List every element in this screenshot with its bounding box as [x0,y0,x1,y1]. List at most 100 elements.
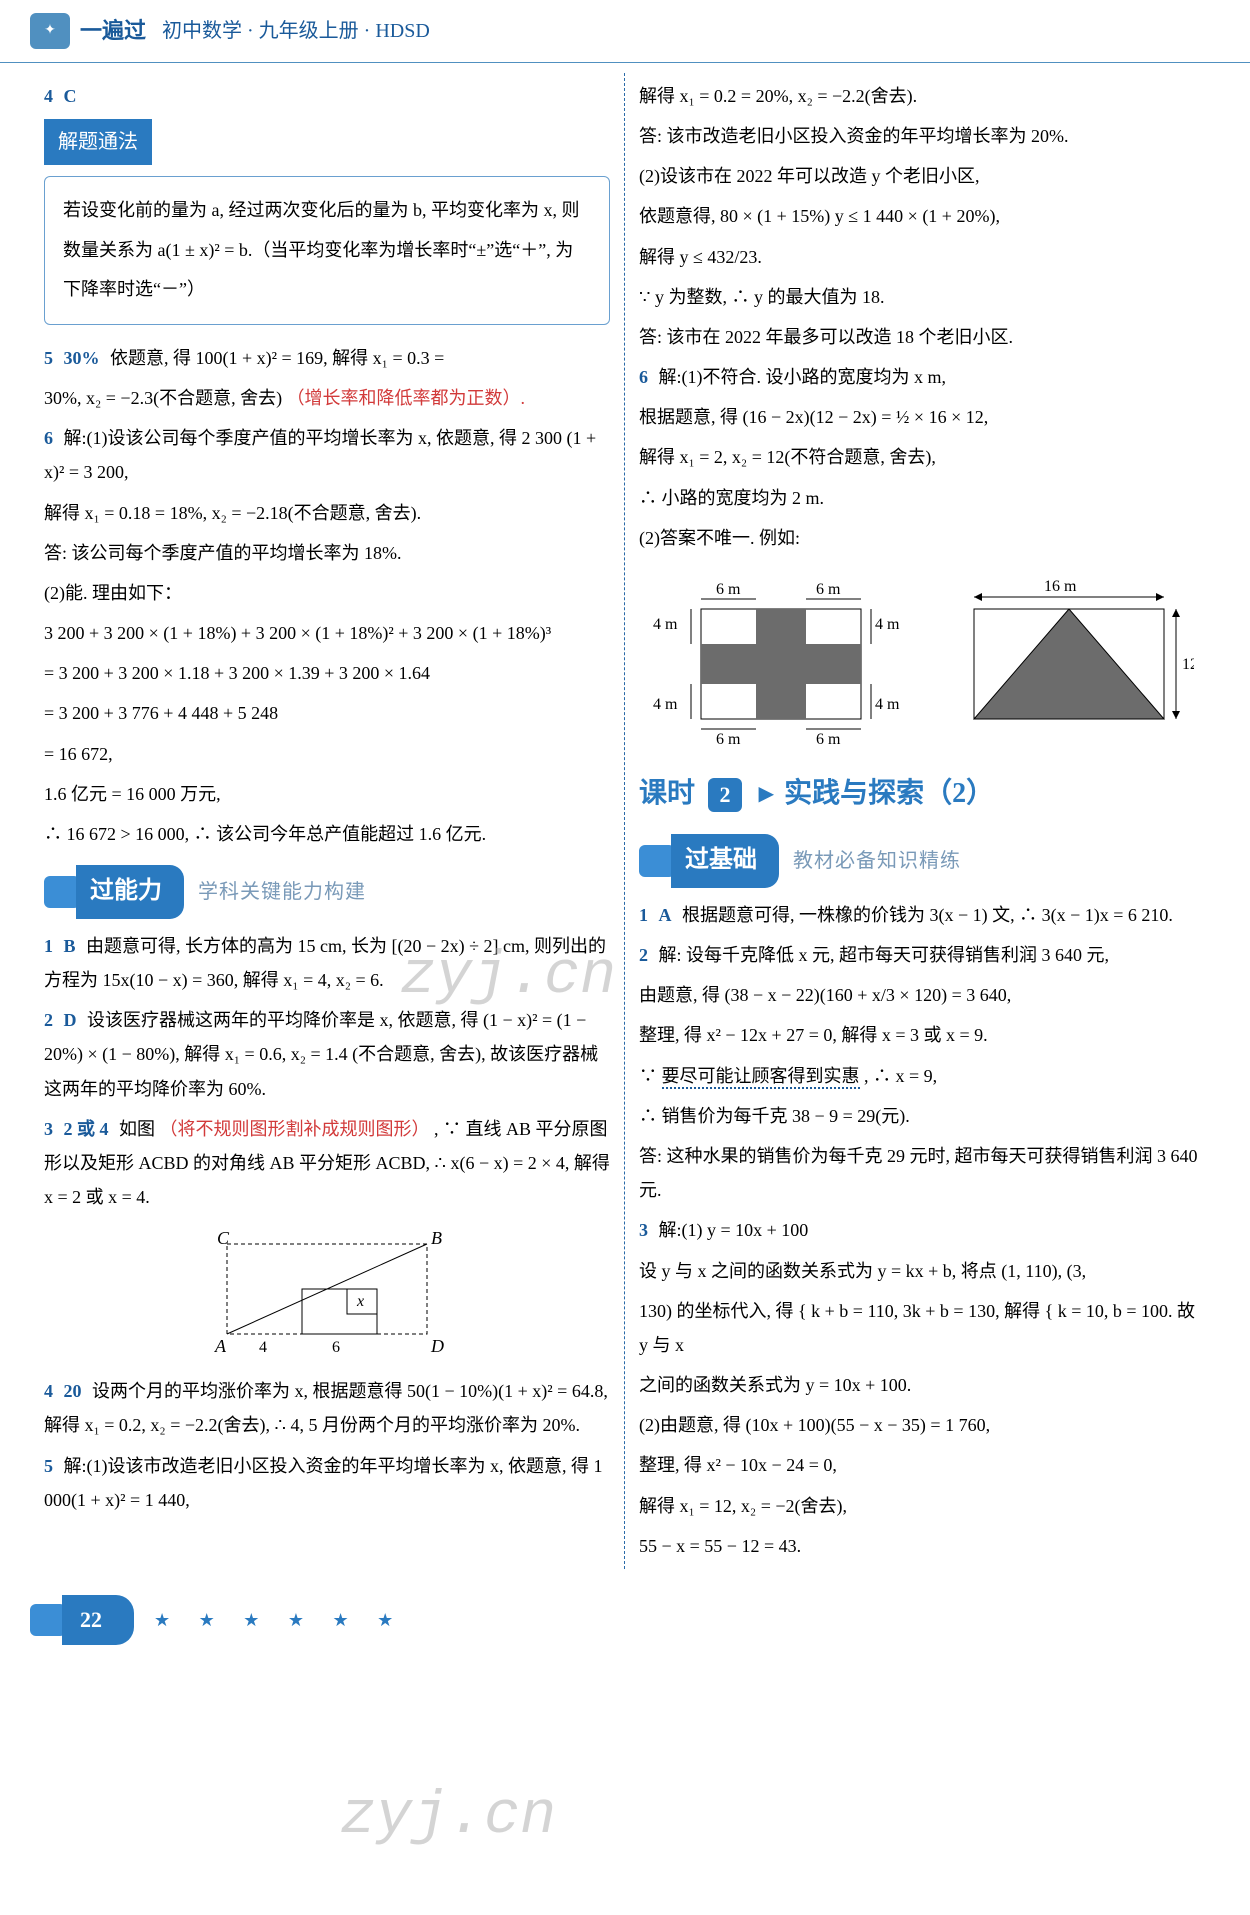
b3-l3a: 130) 的坐标代入, 得 [639,1301,794,1321]
b1-number: 1 [639,905,648,925]
q6-l4: (2)能. 理由如下： [44,576,610,610]
basic-sub: 教材必备知识精练 [793,842,961,880]
b2-l6: 答: 这种水果的销售价为每千克 29 元时, 超市每天可获得销售利润 3 640… [639,1139,1206,1207]
footer-icon [30,1604,66,1636]
svg-text:4 m: 4 m [875,616,900,633]
b1: 1 A 根据题意可得, 一株橡的价钱为 3(x − 1) 文, ∴ 3(x − … [639,898,1206,932]
right-column: 解得 x₁ = 0.2 = 20%, x₂ = −2.2(舍去). 答: 该市改… [625,73,1220,1569]
q6-l5: 3 200 + 3 200 × (1 + 18%) + 3 200 × (1 +… [44,616,610,650]
b3-l3d: { k = 10, b = 100. [1045,1301,1173,1321]
r-l4: 依题意得, 80 × (1 + 15%) y ≤ 1 440 × (1 + 20… [639,199,1206,233]
r6-l1: 6 解:(1)不符合. 设小路的宽度均为 x m, [639,360,1206,394]
a4-number: 4 [44,1381,53,1401]
q6-number: 6 [44,428,53,448]
q5-text-2: 30%, x₂ = −2.3(不合题意, 舍去) [44,388,282,408]
b2-l4-post: , ∴ x = 9, [864,1066,937,1086]
b3-l8: 55 − x = 55 − 12 = 43. [639,1529,1206,1563]
b3-l1: 3 解:(1) y = 10x + 100 [639,1213,1206,1247]
rect-diagram-svg: C B A D x 4 6 [187,1224,467,1364]
lesson-title: 课时 2 ▸ 实践与探索（2） [639,767,1206,820]
brand-title: 一遍过 [80,10,146,52]
q6-l6: = 3 200 + 3 200 × 1.18 + 3 200 × 1.39 + … [44,656,610,690]
brand-logo: ✦ [30,13,70,49]
svg-text:16 m: 16 m [1044,578,1077,595]
svg-text:4 m: 4 m [653,616,678,633]
q5-answer: 30% [64,348,100,368]
svg-text:6 m: 6 m [716,581,741,598]
svg-text:6 m: 6 m [816,581,841,598]
header-subtitle: 初中数学 · 九年级上册 · HDSD [162,12,430,50]
badge-icon [639,845,675,877]
b1-text: 根据题意可得, 一株橡的价钱为 3(x − 1) 文, ∴ 3(x − 1)x … [682,905,1173,925]
lesson-arrow-icon: ▸ [759,778,773,809]
a1: 1 B 由题意可得, 长方体的高为 15 cm, 长为 [(20 − 2x) ÷… [44,929,610,997]
ability-tab: 过能力 [76,865,184,919]
r6-number: 6 [639,367,648,387]
b3-text-1: 解:(1) y = 10x + 100 [659,1220,809,1240]
rect-diagram: C B A D x 4 6 [44,1224,610,1364]
a3: 3 2 或 4 如图 （将不规则图形割补成规则图形） , ∵ 直线 AB 平分原… [44,1112,610,1215]
lesson-pre: 课时 [639,778,695,809]
b2-l5: ∴ 销售价为每千克 38 − 9 = 29(元). [639,1099,1206,1133]
a3-answer: 2 或 4 [64,1119,109,1139]
badge-icon [44,876,80,908]
a1-text: 由题意可得, 长方体的高为 15 cm, 长为 [(20 − 2x) ÷ 2] … [44,936,606,990]
svg-text:4 m: 4 m [653,696,678,713]
b2-l4-und: 要尽可能让顾客得到实惠 [662,1066,860,1089]
svg-text:12 m: 12 m [1182,656,1194,673]
lesson-text: 实践与探索（2） [784,778,994,809]
b2-l4: ∵ 要尽可能让顾客得到实惠 , ∴ x = 9, [639,1059,1206,1093]
b2-l1: 2 解: 设每千克降低 x 元, 超市每天可获得销售利润 3 640 元, [639,938,1206,972]
q5-number: 5 [44,348,53,368]
svg-text:D: D [430,1336,444,1356]
b3-l6: 整理, 得 x² − 10x − 24 = 0, [639,1448,1206,1482]
r-l6: ∵ y 为整数, ∴ y 的最大值为 18. [639,280,1206,314]
svg-text:4 m: 4 m [875,696,900,713]
q5-note: （增长率和降低率都为正数）. [287,388,526,408]
b3-l3: 130) 的坐标代入, 得 { k + b = 110, 3k + b = 13… [639,1294,1206,1362]
r-l3: (2)设该市在 2022 年可以改造 y 个老旧小区, [639,159,1206,193]
q6-text-1: 解:(1)设该公司每个季度产值的平均增长率为 x, 依题意, 得 2 300 (… [44,428,596,482]
q6-l10: ∴ 16 672 > 16 000, ∴ 该公司今年总产值能超过 1.6 亿元. [44,817,610,851]
a2: 2 D 设该医疗器械这两年的平均降价率是 x, 依题意, 得 (1 − x)² … [44,1003,610,1106]
a2-text: 设该医疗器械这两年的平均降价率是 x, 依题意, 得 (1 − x)² = (1… [44,1010,598,1098]
q6-l3: 答: 该公司每个季度产值的平均增长率为 18%. [44,536,610,570]
a1-answer: B [64,936,76,956]
a4-text: 设两个月的平均涨价率为 x, 根据题意得 50(1 − 10%)(1 + x)²… [44,1381,608,1435]
q5: 5 30% 依题意, 得 100(1 + x)² = 169, 解得 x₁ = … [44,341,610,375]
q4-answer: C [64,86,77,106]
page-footer: 22 ★ ★ ★ ★ ★ ★ [0,1589,1250,1659]
b3-l3c: 解得 [1004,1301,1040,1321]
a3-text-1: 如图 [119,1119,155,1139]
tip-body: 若设变化前的量为 a, 经过两次变化后的量为 b, 平均变化率为 x, 则数量关… [63,200,580,299]
r6-l2: 根据题意, 得 (16 − 2x)(12 − 2x) = ½ × 16 × 12… [639,400,1206,434]
svg-text:6: 6 [332,1339,340,1356]
q6-l7: = 3 200 + 3 776 + 4 448 + 5 248 [44,696,610,730]
footer-stars-icon: ★ ★ ★ ★ ★ ★ [154,1603,405,1637]
r-l7: 答: 该市在 2022 年最多可以改造 18 个老旧小区. [639,320,1206,354]
svg-text:6 m: 6 m [716,731,741,748]
b3-l7: 解得 x₁ = 12, x₂ = −2(舍去), [639,1489,1206,1523]
q6-l1: 6 解:(1)设该公司每个季度产值的平均增长率为 x, 依题意, 得 2 300… [44,421,610,489]
left-column: 4 C 解题通法 若设变化前的量为 a, 经过两次变化后的量为 b, 平均变化率… [30,73,625,1569]
r-l5: 解得 y ≤ 432/23. [639,240,1206,274]
q4-number: 4 [44,86,53,106]
r6-l3: 解得 x₁ = 2, x₂ = 12(不符合题意, 舍去), [639,440,1206,474]
a2-number: 2 [44,1010,53,1030]
b3-l2: 设 y 与 x 之间的函数关系式为 y = kx + b, 将点 (1, 110… [639,1254,1206,1288]
b2-l3: 整理, 得 x² − 12x + 27 = 0, 解得 x = 3 或 x = … [639,1018,1206,1052]
b1-answer: A [659,905,672,925]
a4: 4 20 设两个月的平均涨价率为 x, 根据题意得 50(1 − 10%)(1 … [44,1374,610,1442]
b3-l4: 之间的函数关系式为 y = 10x + 100. [639,1368,1206,1402]
a2-answer: D [64,1010,77,1030]
svg-text:4: 4 [259,1339,267,1356]
r-l2: 答: 该市改造老旧小区投入资金的年平均增长率为 20%. [639,119,1206,153]
page-header: ✦ 一遍过 初中数学 · 九年级上册 · HDSD [0,0,1250,63]
a5-text: 解:(1)设该市改造老旧小区投入资金的年平均增长率为 x, 依题意, 得 1 0… [44,1456,603,1510]
b3-l5: (2)由题意, 得 (10x + 100)(55 − x − 35) = 1 7… [639,1408,1206,1442]
svg-text:B: B [431,1228,442,1248]
ability-sub: 学科关键能力构建 [198,873,366,911]
q6-l9: 1.6 亿元 = 16 000 万元, [44,777,610,811]
svg-text:C: C [217,1228,230,1248]
tip-label: 解题通法 [44,119,152,165]
